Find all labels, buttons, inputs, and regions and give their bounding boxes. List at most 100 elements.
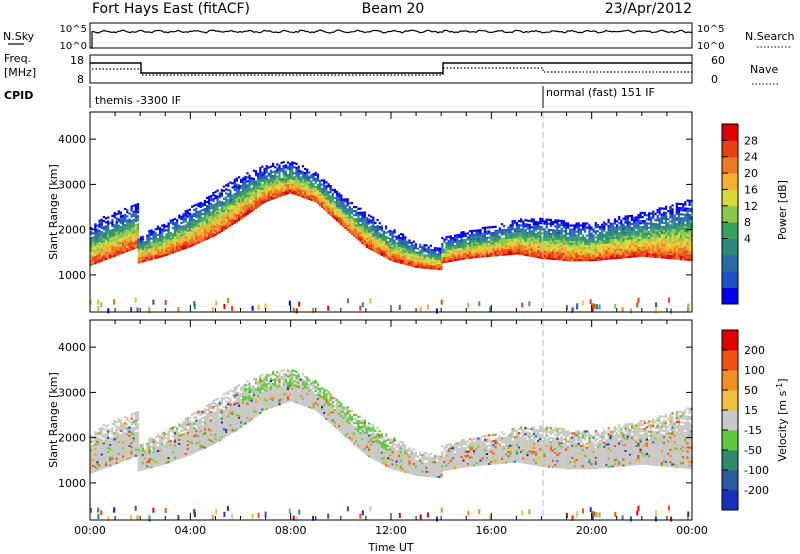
power-cell: [286, 161, 290, 164]
power-cell: [363, 213, 366, 216]
power-cell: [607, 239, 610, 242]
power-cell: [427, 258, 430, 261]
power-cell: [624, 229, 627, 232]
power-cell: [163, 254, 166, 257]
power-cell: [225, 212, 228, 215]
power-cell: [556, 235, 559, 238]
power-cell: [308, 171, 311, 174]
power-cell: [408, 251, 411, 254]
power-cell: [376, 229, 379, 232]
velocity-cell: [115, 461, 118, 465]
power-cell: [456, 258, 459, 261]
power-cell: [259, 189, 262, 192]
power-cell: [201, 237, 204, 240]
velocity-cell: [107, 434, 110, 437]
velocity-cell: [109, 450, 112, 453]
power-cell: [342, 198, 345, 201]
power-cell: [117, 234, 120, 237]
power-cell: [662, 246, 666, 249]
power-cell: [199, 220, 202, 223]
power-cell: [274, 194, 277, 197]
power-cell: [178, 228, 181, 231]
power-cell: [128, 222, 131, 225]
power-cell: [176, 219, 179, 222]
power-cell: [596, 254, 599, 257]
power-cell: [611, 234, 614, 238]
power-cell: [677, 249, 680, 252]
power-cell: [637, 232, 640, 235]
power-cell: [119, 221, 122, 224]
power-cell: [643, 248, 646, 251]
power-cell: [176, 231, 179, 234]
power-cell: [684, 217, 687, 220]
power-cell: [136, 235, 140, 238]
power-cell: [233, 185, 236, 188]
power-cell: [677, 208, 680, 212]
velocity-cell: [109, 454, 112, 457]
velocity-cell: [115, 451, 118, 454]
power-cell: [240, 197, 243, 200]
power-cell: [199, 238, 202, 241]
velocity-cell: [98, 460, 101, 463]
power-cell: [178, 245, 181, 248]
nsky-label: N.Sky: [3, 30, 35, 43]
power-cell: [208, 226, 211, 229]
power-cell: [552, 243, 555, 246]
power-cell: [361, 238, 364, 241]
power-cell: [645, 226, 648, 229]
power-cell: [626, 235, 629, 238]
power-cell: [590, 246, 593, 249]
power-cell: [594, 246, 597, 249]
power-cell: [522, 222, 525, 225]
power-cell: [541, 250, 544, 253]
power-cell: [505, 239, 508, 242]
power-cell: [231, 208, 234, 211]
power-cell: [414, 255, 417, 258]
power-cell: [297, 177, 300, 180]
power-cell: [630, 216, 634, 219]
power-cell: [208, 198, 211, 201]
power-cell: [167, 246, 170, 249]
power-cell: [492, 234, 495, 237]
nsky-tick-top: 10^5: [60, 24, 87, 35]
power-cell: [210, 229, 213, 232]
power-cell: [130, 213, 133, 216]
power-cell: [633, 247, 636, 250]
power-cell: [507, 238, 510, 241]
power-cell: [517, 248, 521, 251]
power-cell: [246, 212, 249, 216]
power-cell: [613, 220, 617, 223]
power-cell: [353, 218, 356, 221]
power-cell: [246, 180, 249, 183]
power-cell: [460, 253, 463, 256]
power-cell: [505, 245, 508, 248]
power-cell: [404, 238, 407, 241]
power-cell: [318, 199, 322, 203]
power-cell: [182, 217, 185, 220]
power-cell: [293, 162, 296, 165]
velocity-cell: [96, 446, 99, 449]
power-cell: [675, 247, 678, 250]
power-cell: [643, 214, 646, 217]
power-cell: [282, 187, 285, 190]
power-cell: [278, 187, 281, 190]
power-cell: [462, 249, 465, 252]
velocity-cell: [92, 466, 95, 469]
power-cell: [156, 246, 159, 249]
power-cell: [611, 230, 614, 233]
power-cell: [603, 229, 606, 232]
power-cell: [431, 261, 435, 264]
power-cell: [552, 255, 555, 258]
power-cell: [184, 232, 187, 235]
power-cell: [537, 243, 540, 246]
power-cell: [468, 252, 472, 255]
power-cell: [184, 246, 187, 249]
power-cell: [218, 218, 221, 221]
power-cell: [466, 236, 469, 239]
power-cell: [353, 224, 356, 227]
power-cell: [216, 197, 219, 200]
power-cell: [543, 230, 546, 233]
power-cell: [146, 252, 149, 256]
power-cell: [90, 226, 93, 230]
power-cell: [633, 218, 636, 221]
